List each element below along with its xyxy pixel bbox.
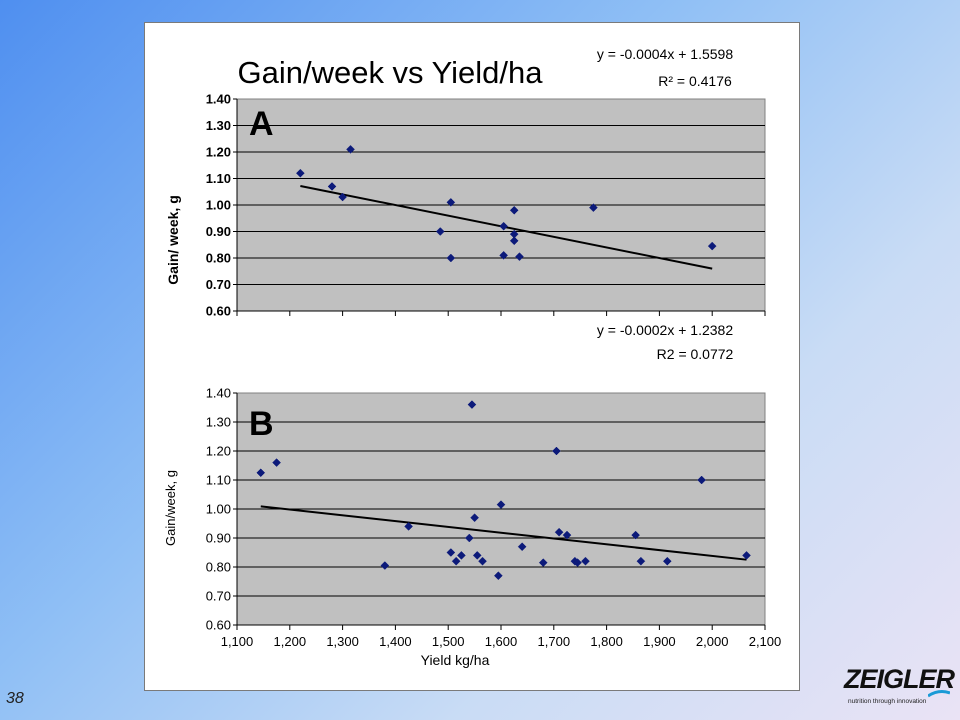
chart-b-point [517, 542, 527, 552]
chart-b-point [573, 558, 582, 568]
chart-b-xtick-label: 1,800 [590, 634, 623, 649]
chart-a-ytick-label: 1.00 [206, 198, 231, 213]
chart-b-point [662, 556, 672, 566]
chart-b-xtick-label: 1,500 [432, 634, 465, 649]
chart-b-ytick-label: 1.40 [206, 386, 231, 401]
chart-b-point [467, 400, 477, 409]
chart-b-ytick-label: 0.80 [206, 560, 231, 575]
chart-b-xtick-label: 1,200 [274, 634, 307, 649]
chart-b-point [446, 548, 456, 557]
chart-b-ytick-label: 0.90 [206, 531, 231, 546]
chart-b-ytick-label: 0.70 [206, 589, 231, 604]
chart-b-r2: R2 = 0.0772 [657, 346, 734, 362]
chart-a-ytick-label: 0.60 [206, 304, 231, 319]
chart-b-ytick-label: 1.00 [206, 502, 231, 517]
chart-b-xtick-label: 1,100 [221, 634, 254, 649]
chart-a-point [509, 236, 519, 246]
chart-a-ytick-label: 1.20 [206, 145, 231, 160]
chart-b-equation: y = -0.0002x + 1.2382 [597, 323, 733, 338]
chart-b-ytick-label: 1.20 [206, 444, 231, 459]
chart-b-xtick-label: 2,000 [696, 634, 729, 649]
chart-a-point [296, 168, 305, 178]
chart-a-title: Gain/week vs Yield/ha [237, 55, 543, 90]
chart-a-r2: R² = 0.4176 [658, 73, 732, 89]
chart-a-ytick-label: 1.10 [206, 171, 231, 186]
chart-b-point [554, 527, 564, 537]
chart-b-point [552, 446, 561, 456]
chart-b-point [581, 556, 590, 566]
chart-b-point [464, 533, 474, 543]
chart-a-panel-label: A [249, 105, 274, 143]
chart-b-point [636, 556, 646, 566]
chart-a-point [707, 241, 717, 251]
chart-a-plot: 0.60 0.70 0.80 0.90 1.00 1.10 1.20 1.30 1.40 A [206, 92, 766, 319]
chart-a-point [346, 144, 355, 154]
chart-b-point [272, 458, 281, 467]
chart-b-point [742, 551, 751, 560]
chart-b: 0.60 0.70 0.80 0.90 1.00 1.10 1.20 1.30 1.40 1,10… [163, 323, 782, 668]
chart-b-point [538, 558, 548, 568]
chart-panel: 0.60 0.70 0.80 0.90 1.00 1.10 1.20 1.30 1.40 A Ga… [144, 22, 800, 691]
chart-b-point [496, 500, 506, 510]
chart-b-ytick-label: 1.10 [206, 473, 231, 488]
chart-b-xlabel: Yield kg/ha [421, 652, 490, 668]
chart-b-point [494, 571, 503, 581]
chart-b-point [562, 530, 572, 540]
chart-b-point [404, 522, 413, 531]
zeigler-logo: ZEIGLER nutrition through innovation [836, 664, 955, 712]
chart-a-point [499, 221, 508, 231]
chart-b-point [478, 556, 487, 566]
chart-b-xtick-label: 1,600 [485, 634, 518, 649]
chart-b-xtick-label: 2,100 [749, 634, 782, 649]
chart-a-equation: y = -0.0004x + 1.5598 [597, 46, 733, 62]
chart-b-xtick-label: 1,900 [643, 634, 676, 649]
chart-a-point [509, 205, 519, 215]
chart-a-point [327, 182, 337, 191]
chart-b-ylabel: Gain/week, g [163, 470, 178, 546]
chart-b-xtick-label: 1,300 [326, 634, 359, 649]
chart-b-trendline [260, 505, 747, 561]
logo-wordmark: ZEIGLER [844, 664, 955, 694]
chart-b-point [631, 530, 640, 540]
chart-a-point [446, 197, 456, 207]
logo-tagline: nutrition through innovation [848, 698, 927, 705]
chart-a-ytick-label: 1.30 [206, 118, 231, 133]
chart-a-point [435, 227, 445, 236]
chart-a-point [338, 192, 347, 202]
chart-b-point [451, 556, 461, 566]
chart-b-ytick-label: 1.30 [206, 415, 231, 430]
chart-b-point [472, 551, 482, 560]
chart-b-xtick-label: 1,400 [379, 634, 412, 649]
chart-a-ytick-label: 1.40 [206, 92, 231, 107]
chart-a-point [589, 203, 598, 213]
chart-a-ytick-label: 0.70 [206, 277, 231, 292]
chart-b-xtick-label: 1,700 [538, 634, 571, 649]
chart-b-panel-label: B [249, 405, 274, 443]
chart-b-point [697, 475, 706, 485]
chart-a-point [515, 252, 524, 262]
chart-b-point [380, 561, 390, 570]
chart-b-point [457, 551, 466, 560]
chart-b-plot: 0.60 0.70 0.80 0.90 1.00 1.10 1.20 1.30 1.40 1,10… [206, 386, 782, 650]
chart-a-point [499, 250, 508, 260]
chart-b-point [470, 513, 479, 523]
chart-a-ylabel: Gain/ week, g [165, 195, 181, 284]
chart-b-point [256, 468, 266, 478]
chart-a-ytick-label: 0.80 [206, 251, 231, 266]
chart-a-point [446, 253, 456, 263]
slide-number: 38 [6, 690, 24, 707]
chart-b-ytick-label: 0.60 [206, 618, 231, 633]
chart-a-ytick-label: 0.90 [206, 224, 231, 239]
chart-a: 0.60 0.70 0.80 0.90 1.00 1.10 1.20 1.30 1.40 A Ga… [165, 46, 766, 319]
logo-swoosh-icon [928, 690, 950, 698]
